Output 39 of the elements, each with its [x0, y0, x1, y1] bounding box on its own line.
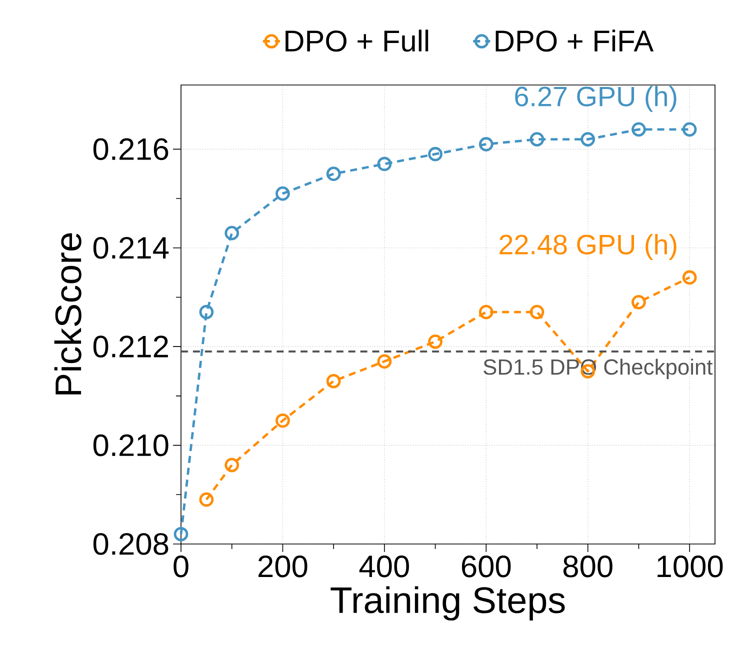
y-tick-label: 0.208: [93, 533, 168, 555]
point: [377, 354, 392, 369]
point: [174, 526, 188, 542]
point: [682, 122, 697, 137]
annotation: 6.27 GPU (h): [515, 86, 676, 112]
point: [428, 146, 442, 162]
legend-label: DPO + Full: [286, 30, 428, 52]
y-tick-label: 0.214: [93, 236, 169, 259]
x-tick-label: 1000: [658, 555, 723, 578]
point: [530, 304, 544, 320]
point: [580, 132, 596, 146]
y-tick-label: 0.210: [93, 434, 168, 456]
point: [224, 226, 240, 240]
x-tick-label: 600: [462, 555, 511, 578]
legend-label: DPO + FiFA: [496, 30, 654, 52]
point: [682, 270, 697, 285]
annotation: 22.48 GPU (h): [500, 234, 676, 260]
x-axis-title: Training Steps: [330, 586, 565, 621]
point: [632, 122, 646, 137]
point: [199, 304, 214, 320]
point: [478, 304, 494, 320]
point: [199, 492, 214, 507]
point: [276, 186, 290, 201]
point: [632, 294, 646, 310]
y-axis-title: PickScore: [54, 233, 82, 394]
point: [478, 137, 494, 152]
point: [428, 334, 442, 349]
point: [224, 458, 240, 472]
x-tick-label: 200: [258, 555, 308, 578]
point: [326, 374, 341, 388]
point: [377, 156, 392, 172]
y-tick-label: 0.216: [93, 138, 168, 160]
point: [530, 132, 544, 146]
x-tick-label: 800: [563, 555, 612, 578]
point: [326, 166, 341, 182]
y-tick-label: 0.212: [93, 336, 168, 358]
x-tick-label: 0: [174, 555, 188, 578]
point: [276, 413, 290, 428]
x-tick-label: 400: [359, 555, 409, 578]
